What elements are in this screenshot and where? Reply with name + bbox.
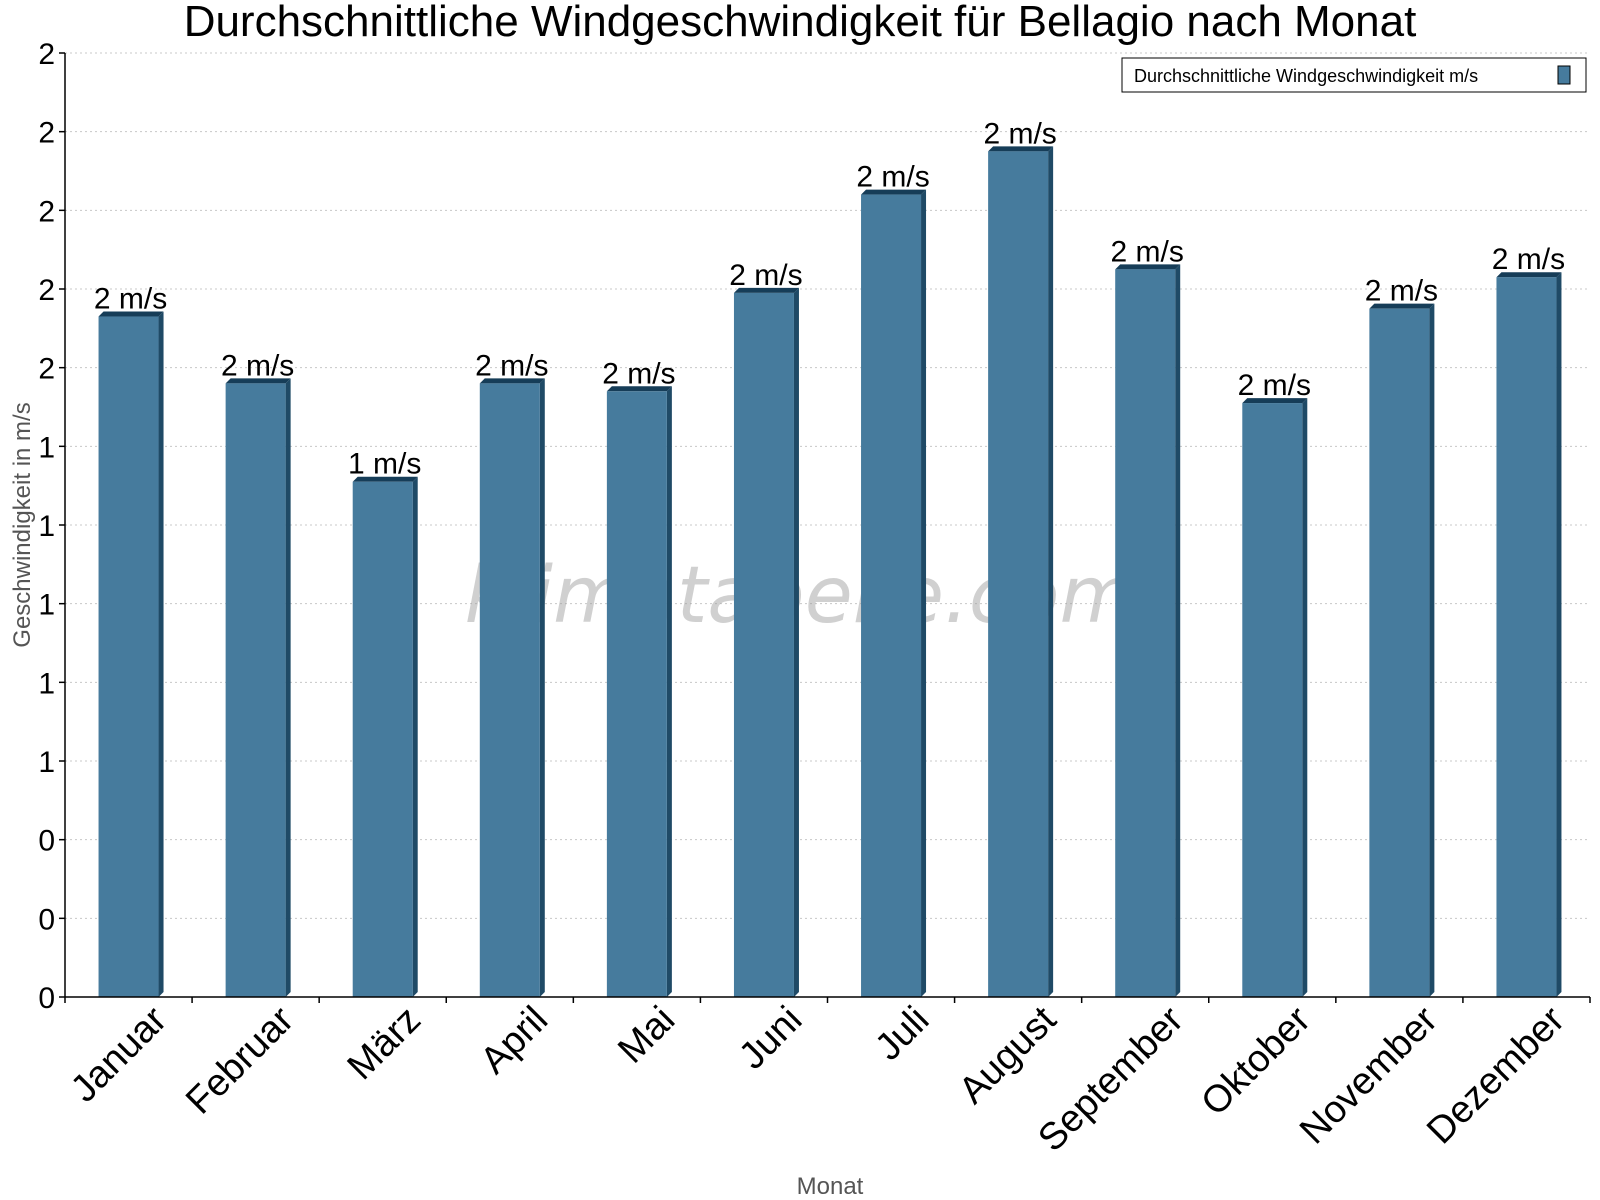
x-tick-label: Juni (731, 999, 810, 1078)
bar-front (606, 391, 667, 997)
bar-top (1496, 272, 1562, 278)
data-label: 2 m/s (1238, 369, 1311, 402)
x-axis-title: Monat (797, 1173, 864, 1200)
y-tick-label: 2 (38, 195, 55, 228)
legend-label: Durchschnittliche Windgeschwindigkeit m/… (1134, 66, 1478, 86)
y-tick-label: 1 (38, 667, 55, 700)
data-labels: 2 m/s 2 m/s 1 m/s 2 m/s 2 m/s 2 m/s 2 m/s 2 m/s… (94, 117, 1565, 480)
bar-top (733, 287, 799, 293)
bar-front (988, 151, 1049, 998)
bar-front (1496, 277, 1557, 997)
bar-front (1369, 308, 1430, 998)
bar-top (225, 378, 291, 384)
data-label: 2 m/s (475, 349, 548, 382)
bar-front (98, 316, 159, 997)
data-label: 2 m/s (856, 161, 929, 194)
x-tick-label: Januar (63, 998, 175, 1110)
bar-side (412, 476, 418, 997)
x-tick-label: Dezember (1419, 998, 1573, 1152)
bar-side (1302, 398, 1308, 998)
data-label: 2 m/s (1365, 275, 1438, 308)
bar-februar (225, 378, 291, 997)
bar-front (225, 383, 286, 997)
bar-top (479, 378, 545, 384)
data-label: 2 m/s (94, 283, 167, 316)
y-axis-title: Geschwindigkeit in m/s (9, 402, 36, 647)
bar-side (158, 311, 164, 997)
y-tick-label: 2 (38, 38, 55, 71)
bar-top (861, 189, 927, 195)
bars (98, 146, 1562, 998)
axes (59, 52, 1591, 1003)
bar-side (666, 386, 672, 997)
bar-front (733, 292, 794, 997)
bar-front (1242, 403, 1303, 998)
bar-dezember (1496, 272, 1562, 997)
bar-top (352, 476, 418, 482)
bar-top (1369, 303, 1435, 309)
legend: Durchschnittliche Windgeschwindigkeit m/… (1121, 57, 1587, 93)
y-tick-label: 2 (38, 274, 55, 307)
bar-top (988, 146, 1054, 152)
bar-side (1175, 264, 1181, 997)
bar-front (352, 481, 413, 997)
bar-side (1048, 146, 1054, 998)
bar-november (1369, 303, 1435, 998)
chart-title: Durchschnittliche Windgeschwindigkeit fü… (184, 0, 1417, 46)
x-tick-label: Juli (867, 999, 937, 1069)
y-tick-label: 0 (38, 825, 55, 858)
data-label: 1 m/s (348, 448, 421, 481)
data-label: 2 m/s (1111, 235, 1184, 268)
bar-top (606, 386, 672, 392)
x-tick-label: April (473, 999, 556, 1082)
bar-september (1115, 264, 1181, 997)
x-tick-label: Mai (610, 999, 683, 1072)
bar-märz (352, 476, 418, 997)
bar-top (98, 311, 164, 317)
bar-side (285, 378, 291, 997)
bar-august (988, 146, 1054, 998)
legend-swatch (1557, 65, 1571, 85)
y-tick-label: 2 (38, 117, 55, 150)
bar-oktober (1242, 398, 1308, 998)
bar-top (1242, 398, 1308, 404)
data-label: 2 m/s (983, 117, 1056, 150)
y-tick-label: 0 (38, 982, 55, 1015)
y-tick-labels: 0 0 0 1 1 1 1 1 2 2 2 2 2 (38, 38, 55, 1015)
x-tick-labels: Januar Februar März April Mai Juni Juli AugustS… (63, 998, 1573, 1159)
bar-juli (861, 189, 927, 998)
bar-top (1115, 264, 1181, 270)
y-tick-label: 1 (38, 589, 55, 622)
bar-side (539, 378, 545, 997)
bar-januar (98, 311, 164, 997)
bar-front (861, 194, 922, 998)
x-tick-label: November (1292, 998, 1446, 1152)
data-label: 2 m/s (221, 349, 294, 382)
y-tick-label: 1 (38, 510, 55, 543)
bar-side (921, 189, 927, 998)
y-tick-label: 0 (38, 903, 55, 936)
bar-side (793, 287, 799, 997)
bar-side (1429, 303, 1435, 998)
bar-front (479, 383, 540, 997)
data-label: 2 m/s (1492, 243, 1565, 276)
y-tick-label: 1 (38, 431, 55, 464)
data-label: 2 m/s (729, 259, 802, 292)
bar-mai (606, 386, 672, 997)
bar-april (479, 378, 545, 997)
data-label: 2 m/s (602, 357, 675, 390)
x-tick-label: August (951, 998, 1065, 1112)
bar-juni (733, 287, 799, 997)
x-tick-label: Februar (178, 998, 302, 1122)
bar-front (1115, 269, 1176, 997)
bar-side (1556, 272, 1562, 997)
grid-lines (65, 52, 1590, 919)
x-tick-label: März (340, 999, 429, 1088)
x-tick-label: Oktober (1193, 998, 1319, 1124)
y-tick-label: 1 (38, 746, 55, 779)
y-tick-label: 2 (38, 353, 55, 386)
legend-box (1121, 57, 1587, 93)
